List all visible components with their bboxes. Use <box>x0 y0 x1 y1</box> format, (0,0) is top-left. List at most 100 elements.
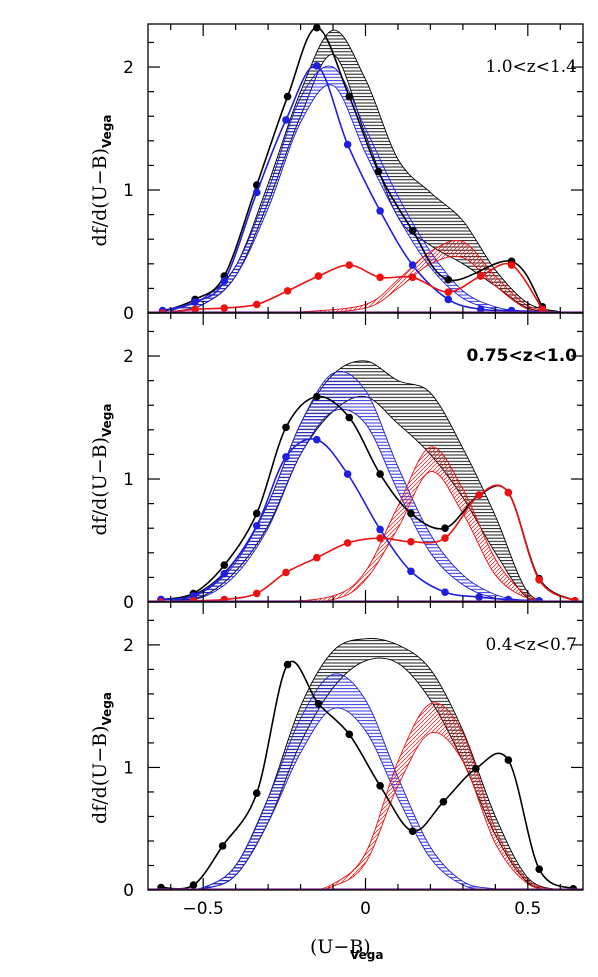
y-tick-label: 0 <box>123 304 134 324</box>
series-red-point <box>191 305 199 313</box>
series-total-point <box>374 167 383 176</box>
series-red-point <box>504 488 513 497</box>
series-red-point <box>476 272 485 280</box>
y-axis-title: df/d(U−B)Vega <box>89 404 114 536</box>
panel-1: 0 1 2 1.0<z<1.4 <box>123 23 584 324</box>
series-total-point <box>407 509 415 518</box>
band-blue-upper-edge <box>170 65 561 313</box>
y-tick-label: 1 <box>123 758 134 778</box>
series-blue-point <box>407 567 415 576</box>
series-red-point <box>252 300 261 309</box>
series-blue-point <box>475 593 483 601</box>
plot-area <box>158 24 561 313</box>
series-total-point <box>345 92 354 101</box>
y-tick-label: 2 <box>123 636 134 656</box>
series-total-point <box>252 789 261 797</box>
series-red-point <box>376 534 384 542</box>
series-red-point <box>441 534 449 542</box>
series-blue-point <box>220 277 229 285</box>
y-tick-label: 0 <box>123 881 134 901</box>
x-tick-label: 0.5 <box>514 899 541 919</box>
series-blue-point <box>220 569 229 578</box>
series-total-point <box>282 423 290 432</box>
series-blue-point <box>313 62 321 70</box>
panel-label: 0.75<z<1.0 <box>467 346 578 366</box>
series-total-point <box>220 561 229 569</box>
series-total-point <box>504 756 513 764</box>
series-red-point <box>220 304 229 312</box>
band-blue <box>170 371 561 602</box>
band-blue-lower-edge <box>170 707 528 890</box>
series-red-point <box>407 537 415 546</box>
series-total-point <box>218 842 227 850</box>
series-blue-point <box>252 521 261 530</box>
series-total-point <box>408 226 417 235</box>
series-blue-point <box>191 298 199 306</box>
series-total-point <box>444 275 453 284</box>
y-tick-label: 1 <box>123 181 134 201</box>
panel-2: 0 1 2 0.75<z<1.0 <box>123 312 584 613</box>
series-red-point <box>376 273 384 282</box>
series-red-point <box>444 288 453 296</box>
panels: 0 1 2 1.0<z<1.4 0 1 2 0.75<z<1.0 0 1 2 −0.5 0 0.5 0.4<… <box>123 23 584 919</box>
panel-label: 1.0<z<1.4 <box>485 57 577 77</box>
series-total-point <box>472 764 480 773</box>
y-axis-title-sub: Vega <box>100 692 114 725</box>
series-blue-point <box>313 435 321 444</box>
series-total-point <box>408 827 417 835</box>
series-red-point <box>283 287 292 295</box>
x-tick-label: 0 <box>360 899 371 919</box>
band-blue <box>170 673 528 890</box>
series-blue-point <box>343 140 352 149</box>
series-red-point <box>475 491 483 499</box>
y-axis-title: df/d(U−B)Vega <box>89 115 114 247</box>
y-axis-title-main: df/d(U−B) <box>89 148 111 246</box>
series-red-point <box>314 272 323 280</box>
series-total-point <box>345 730 354 739</box>
series-red-point <box>408 273 417 282</box>
series-red-point <box>535 576 543 584</box>
series-total-point <box>252 509 261 518</box>
series-red-point <box>313 553 321 562</box>
x-axis-title: (U−B) Vega <box>310 936 383 962</box>
series-blue-point <box>476 305 485 313</box>
series-red-point <box>343 539 352 547</box>
x-axis-title-sub: Vega <box>350 948 383 962</box>
y-axis-title-main: df/d(U−B) <box>89 725 111 823</box>
series-blue-point <box>376 525 384 534</box>
series-blue-point <box>408 261 417 269</box>
y-axis-title-main: df/d(U−B) <box>89 437 111 535</box>
series-total-point <box>283 660 292 669</box>
series-total-point <box>376 782 384 790</box>
series-total-point <box>441 524 449 533</box>
series-blue-point <box>376 207 384 215</box>
series-red-point <box>538 305 547 313</box>
panel-3: 0 1 2 −0.5 0 0.5 0.4<z<0.7 <box>123 601 584 919</box>
plot-area <box>157 638 578 890</box>
series-total-point <box>313 392 321 401</box>
x-tick-label: −0.5 <box>183 899 224 919</box>
series-total-point <box>189 881 198 889</box>
series-total-point <box>345 413 354 422</box>
y-tick-label: 1 <box>123 470 134 490</box>
series-blue-point <box>444 295 453 304</box>
series-red-point <box>345 261 354 269</box>
band-red-lower-edge <box>170 255 561 313</box>
series-blue-point <box>282 116 290 124</box>
series-total-point <box>313 24 321 32</box>
series-total-point <box>283 92 292 101</box>
band-blue-upper-edge <box>170 673 528 890</box>
band-blue-upper-edge <box>170 370 561 602</box>
series-blue-point <box>282 453 290 461</box>
y-axis-title-sub: Vega <box>100 404 114 437</box>
series-red-point <box>252 589 261 598</box>
series-total-point <box>439 797 448 806</box>
panel-label: 0.4<z<0.7 <box>485 635 577 655</box>
y-tick-label: 0 <box>123 593 134 613</box>
y-tick-label: 2 <box>123 58 134 78</box>
series-blue-point <box>343 470 352 478</box>
series-red-point <box>282 568 290 577</box>
series-blue-point <box>441 588 449 596</box>
